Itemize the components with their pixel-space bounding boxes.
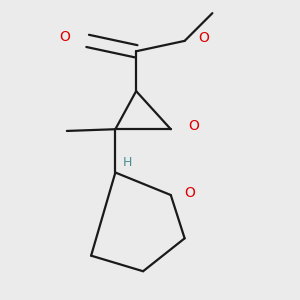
Text: O: O: [60, 30, 70, 44]
Text: O: O: [184, 186, 195, 200]
Text: H: H: [123, 156, 132, 169]
Text: O: O: [198, 31, 209, 45]
Text: O: O: [188, 119, 199, 133]
